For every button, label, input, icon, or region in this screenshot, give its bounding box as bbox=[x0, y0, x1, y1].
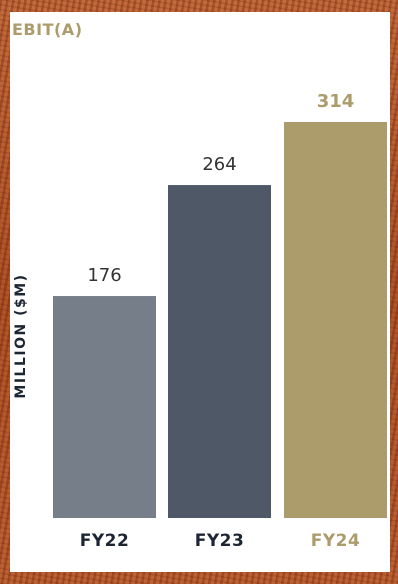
bar-fy22 bbox=[53, 296, 156, 518]
bar-fy23 bbox=[168, 185, 271, 519]
value-label-fy22: 176 bbox=[87, 265, 121, 286]
bar-fy24 bbox=[284, 122, 387, 518]
category-label-fy23: FY23 bbox=[195, 531, 245, 551]
category-label-fy24: FY24 bbox=[311, 531, 361, 551]
chart-title: EBIT(A) bbox=[12, 20, 83, 39]
value-label-fy23: 264 bbox=[202, 154, 236, 175]
category-label-fy22: FY22 bbox=[80, 531, 130, 551]
value-label-fy24: 314 bbox=[317, 91, 355, 112]
